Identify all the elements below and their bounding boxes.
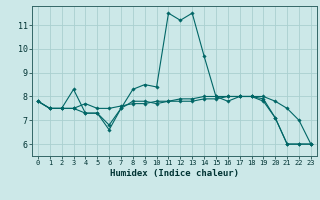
X-axis label: Humidex (Indice chaleur): Humidex (Indice chaleur) [110, 169, 239, 178]
